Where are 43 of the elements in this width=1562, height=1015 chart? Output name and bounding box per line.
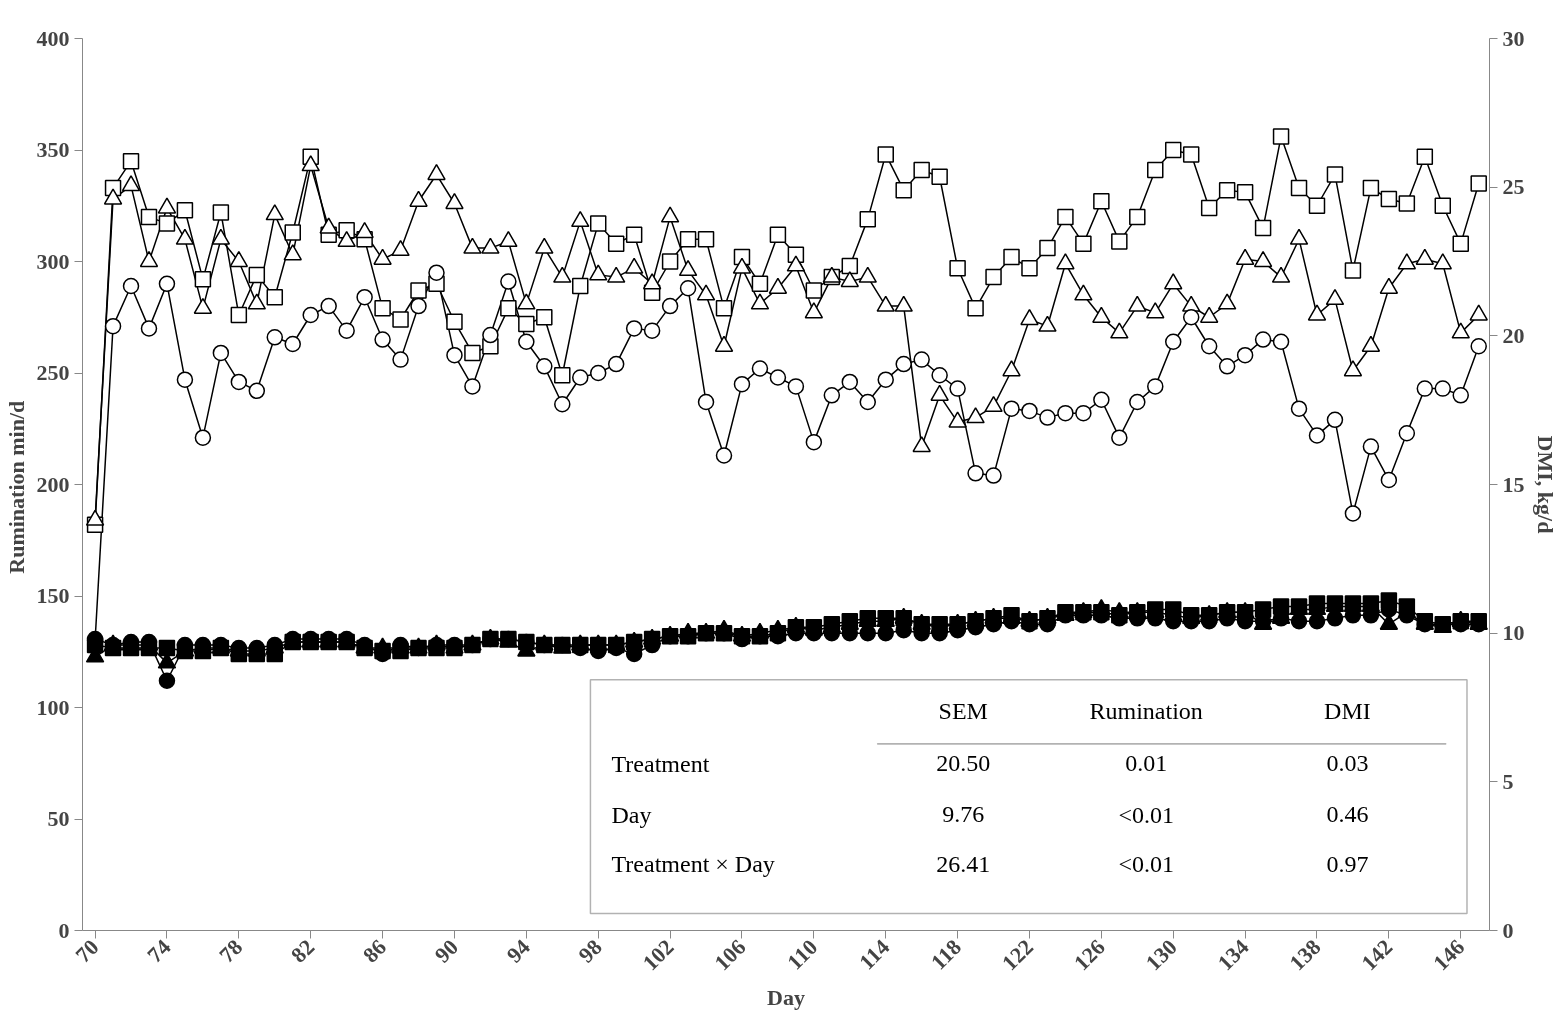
- y2-tick-label: 0: [1502, 917, 1514, 943]
- x-tick-label: 114: [854, 934, 895, 975]
- x-tick-label: 118: [925, 934, 967, 975]
- y-tick-label: 300: [36, 248, 70, 274]
- x-tick-label: 146: [1428, 934, 1470, 976]
- x-tick-label: 142: [1356, 934, 1398, 976]
- y-tick-label: 400: [36, 25, 70, 51]
- x-tick-label: 74: [142, 934, 176, 968]
- y2-tick-label: 5: [1502, 768, 1514, 794]
- x-tick-label: 82: [285, 934, 320, 968]
- y2-tick-label: 15: [1502, 471, 1525, 497]
- x-tick-label: 102: [637, 934, 679, 976]
- y2-tick-label: 30: [1502, 25, 1525, 51]
- x-tick-label: 126: [1068, 934, 1110, 976]
- x-tick-label: 138: [1284, 934, 1326, 976]
- text: Treatment 20.50 0.01 0.03: [611, 750, 1369, 777]
- y-tick-label: 150: [36, 583, 70, 608]
- x-tick-label: 90: [429, 934, 463, 968]
- x-tick-label: 78: [214, 934, 248, 968]
- x-tick-label: 122: [996, 934, 1038, 976]
- text: SEM Rumination DMI: [938, 698, 1371, 725]
- x-tick-label: 106: [709, 934, 751, 976]
- y-tick-label: 100: [36, 694, 70, 720]
- x-tick-label: 130: [1140, 934, 1182, 976]
- x-tick-label: 70: [70, 934, 104, 968]
- y2-tick-label: 10: [1502, 620, 1525, 646]
- y-tick-label: 350: [36, 137, 70, 162]
- y-tick-label: 250: [36, 360, 70, 385]
- x-tick-label: 94: [501, 934, 535, 968]
- y-tick-label: 50: [47, 806, 70, 831]
- y-axis-title: Rumination min/d: [3, 400, 29, 574]
- text: Day 9.76 <0.01 0.46: [611, 801, 1369, 828]
- text: Treatment × Day 26.41 <0.01 0.97: [611, 850, 1369, 878]
- x-tick-label: 110: [782, 934, 823, 975]
- y2-tick-label: 25: [1502, 174, 1525, 200]
- x-tick-label: 98: [573, 934, 607, 968]
- y2-tick-label: 20: [1502, 322, 1525, 348]
- y2-axis-title: DMI, kg/d: [1532, 435, 1558, 534]
- y-tick-label: 0: [58, 917, 70, 943]
- x-axis-title: Day: [767, 984, 805, 1010]
- x-tick-label: 86: [357, 934, 392, 968]
- y-tick-label: 200: [36, 471, 70, 497]
- x-tick-label: 134: [1212, 934, 1254, 976]
